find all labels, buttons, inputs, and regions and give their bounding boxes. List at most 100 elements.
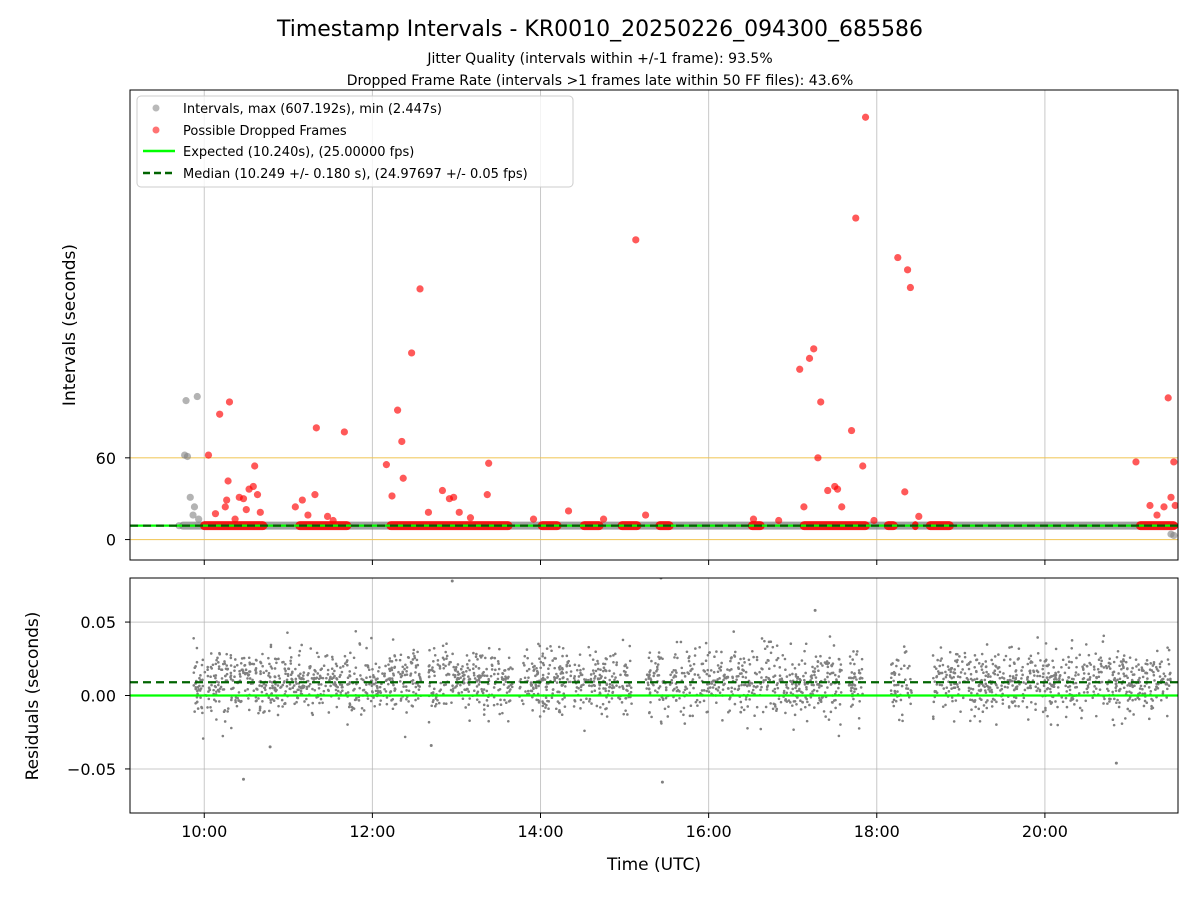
residual-point (1000, 687, 1004, 691)
residual-point (1029, 684, 1032, 688)
residual-point (1026, 718, 1030, 721)
residual-point (1003, 685, 1007, 689)
residual-point (1138, 676, 1141, 680)
residual-point (650, 715, 653, 719)
residual-point (1107, 661, 1111, 665)
residual-point (645, 673, 649, 677)
dropped-frame-point (242, 505, 250, 514)
residual-point (705, 689, 709, 693)
residual-point (281, 705, 284, 708)
residual-point (1152, 673, 1156, 677)
residual-point (903, 651, 907, 654)
residual-point (225, 652, 228, 656)
residual-point (403, 667, 406, 671)
residual-point (839, 691, 843, 694)
residual-point (243, 689, 247, 692)
residual-point (398, 658, 402, 662)
residual-point (742, 683, 746, 687)
residual-point (892, 679, 895, 683)
residual-point (320, 667, 324, 671)
residual-point (791, 672, 794, 676)
residual-point (290, 677, 293, 681)
residual-point (407, 700, 410, 703)
residual-point (647, 683, 650, 687)
residual-point (299, 672, 302, 676)
residual-point (506, 719, 510, 723)
residual-point (649, 669, 652, 672)
residual-point (784, 697, 787, 701)
residual-point (657, 673, 661, 677)
residual-point (229, 671, 233, 675)
residual-point (740, 683, 743, 687)
dropped-frame-point (641, 511, 650, 519)
dropped-frame-point (340, 428, 348, 436)
residual-point (1036, 670, 1040, 674)
residual-point (365, 692, 369, 695)
residual-point (401, 671, 405, 675)
residual-point (965, 676, 969, 680)
residual-point (553, 679, 557, 683)
residual-point (520, 699, 524, 702)
residual-point (555, 676, 559, 679)
residual-point (419, 677, 422, 681)
residual-point (237, 691, 241, 694)
interval-point (189, 511, 197, 519)
residual-point (481, 654, 484, 657)
residual-point (504, 680, 508, 684)
residual-point (415, 658, 419, 662)
residual-point (209, 665, 213, 669)
residual-point (1006, 679, 1010, 682)
residual-point (492, 703, 496, 707)
residual-point (624, 663, 627, 666)
residual-point (588, 654, 592, 657)
residual-point (984, 665, 988, 668)
residual-point (652, 683, 655, 687)
residual-point (982, 671, 985, 674)
residual-point (663, 707, 667, 711)
residual-point (1124, 717, 1127, 720)
residual-point (984, 701, 988, 704)
residual-point (837, 675, 841, 678)
residual-point (851, 658, 855, 661)
residual-point (267, 696, 271, 700)
residual-point (1166, 646, 1169, 649)
residual-point (823, 678, 827, 681)
residual-point (209, 705, 212, 709)
residual-point (718, 677, 721, 680)
residual-point (268, 686, 272, 690)
residual-point (835, 678, 838, 681)
residual-point (750, 691, 754, 695)
dropped-frame-point (838, 503, 846, 511)
residual-point (611, 691, 614, 695)
residual-point (348, 702, 352, 705)
residual-point (367, 668, 371, 672)
residual-point (277, 657, 280, 661)
residual-point (358, 686, 362, 690)
residual-point (391, 638, 395, 641)
residual-point (561, 646, 565, 650)
residual-point (218, 687, 222, 690)
residual-point (1106, 682, 1109, 686)
intervals-x-ticks (203, 560, 1046, 565)
residual-point (274, 682, 277, 686)
residual-point (454, 669, 457, 672)
residual-point (1135, 665, 1138, 668)
residual-point (1047, 663, 1050, 667)
residual-point (1133, 684, 1136, 688)
residual-point (500, 677, 504, 681)
residual-point (500, 676, 504, 679)
residual-point (849, 705, 853, 708)
residual-point (610, 697, 614, 700)
residual-point (896, 690, 899, 693)
dropped-frame-point (388, 492, 396, 500)
residual-point (275, 657, 278, 661)
residual-point (1084, 643, 1088, 646)
residual-point (831, 662, 835, 665)
residual-point (1122, 654, 1126, 657)
dropped-frame-point (632, 236, 640, 244)
residual-point (406, 656, 410, 659)
residual-point (360, 677, 363, 681)
residual-point (648, 710, 651, 714)
residual-point (748, 681, 751, 685)
residual-point (717, 686, 721, 689)
